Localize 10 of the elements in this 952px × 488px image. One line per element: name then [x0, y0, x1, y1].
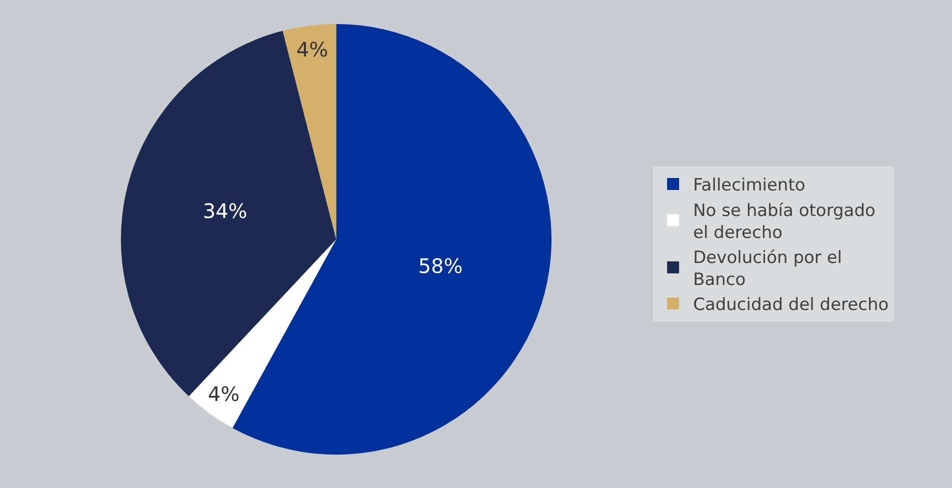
pie-slice — [282, 24, 336, 240]
data-label: 4% — [208, 382, 240, 406]
legend-label: Devolución por el Banco — [693, 248, 842, 290]
data-label: 4% — [296, 38, 328, 62]
legend-label: Fallecimiento — [693, 176, 806, 196]
data-label: 34% — [202, 198, 248, 223]
pie-slice — [188, 239, 336, 428]
data-label: 58% — [418, 254, 463, 278]
legend-label: No se había otorgado el derecho — [693, 200, 876, 243]
legend-label: Caducidad del derecho — [693, 295, 889, 316]
